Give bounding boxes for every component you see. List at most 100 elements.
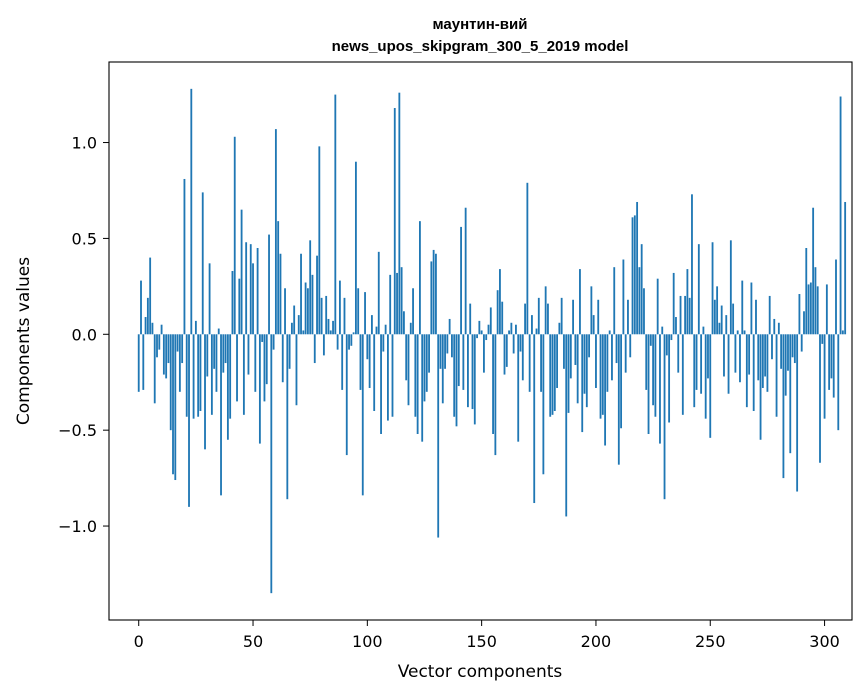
bar	[816, 286, 819, 335]
bar	[782, 334, 785, 479]
x-tick-label: 150	[466, 632, 497, 651]
bar	[670, 334, 673, 341]
bar	[478, 320, 481, 335]
bar	[220, 334, 222, 496]
bar	[430, 261, 433, 335]
bar	[473, 334, 476, 425]
bar	[204, 334, 206, 450]
chart-title-line1: маунтин-вий	[433, 16, 528, 33]
bar	[608, 330, 611, 335]
bar	[800, 334, 803, 352]
bar	[492, 334, 494, 434]
bar	[201, 192, 204, 335]
bar	[485, 334, 488, 341]
bar	[821, 334, 824, 344]
bar	[249, 244, 252, 335]
bar	[825, 284, 828, 335]
bar	[535, 328, 538, 335]
bar	[501, 301, 504, 335]
bar	[508, 330, 510, 335]
bar	[197, 334, 200, 417]
bar	[576, 334, 579, 404]
bar	[151, 322, 154, 335]
y-axis: −1.0 −0.5 0.0 0.5 1.0	[58, 134, 109, 536]
bar	[693, 334, 696, 408]
bar	[222, 334, 225, 373]
bar	[764, 334, 767, 377]
bar	[736, 330, 739, 335]
bar	[841, 330, 844, 335]
bar	[503, 334, 506, 375]
bar	[521, 334, 524, 381]
bar	[437, 334, 440, 538]
bar	[732, 303, 735, 335]
bar	[837, 334, 840, 431]
bar	[665, 334, 668, 356]
bar	[613, 267, 616, 335]
bar	[633, 215, 636, 335]
bar	[272, 334, 275, 350]
bar	[167, 334, 170, 364]
bar	[581, 334, 584, 433]
bar	[359, 334, 362, 390]
bar	[313, 334, 316, 364]
bar	[181, 334, 184, 364]
bar	[144, 317, 147, 335]
bar	[210, 334, 213, 415]
bar	[745, 334, 748, 408]
bar	[208, 263, 211, 335]
bar	[343, 297, 346, 335]
bar	[421, 334, 424, 442]
bar	[640, 244, 643, 335]
bar	[423, 334, 426, 402]
bar	[720, 305, 723, 335]
bar	[663, 334, 666, 500]
bar	[672, 272, 675, 335]
bar	[517, 334, 520, 442]
bar	[599, 334, 602, 419]
bar	[645, 334, 648, 390]
bar	[400, 267, 403, 335]
bar	[231, 271, 234, 335]
x-tick-label: 250	[695, 632, 726, 651]
bar	[515, 324, 517, 335]
x-tick-label: 0	[134, 632, 144, 651]
bar	[643, 288, 645, 335]
bar	[258, 334, 261, 444]
bar	[755, 299, 757, 335]
bar	[398, 92, 401, 335]
bar	[137, 334, 140, 392]
bar	[528, 334, 531, 392]
bar	[382, 334, 385, 352]
bar	[725, 315, 728, 335]
bar	[604, 334, 607, 446]
bar	[457, 334, 460, 387]
bar	[798, 294, 801, 335]
bar	[174, 334, 177, 481]
bar	[483, 334, 485, 373]
bar	[217, 328, 220, 335]
bar	[677, 334, 680, 373]
bar	[688, 297, 691, 335]
bar	[583, 334, 586, 394]
bar	[153, 334, 156, 404]
bar	[268, 234, 270, 335]
bar	[252, 263, 254, 335]
bar	[707, 334, 709, 379]
bar	[784, 334, 787, 396]
bar	[796, 334, 799, 492]
bar	[332, 320, 334, 335]
bar	[551, 334, 554, 415]
bar	[832, 334, 835, 398]
bar	[284, 288, 286, 335]
bar	[265, 334, 268, 385]
bar	[727, 334, 730, 394]
bar	[606, 334, 609, 392]
bar	[373, 334, 376, 411]
bar	[348, 334, 350, 350]
bar	[681, 334, 684, 415]
bar	[300, 253, 302, 335]
bar	[741, 280, 744, 335]
bar	[158, 334, 161, 350]
bar	[286, 334, 289, 500]
